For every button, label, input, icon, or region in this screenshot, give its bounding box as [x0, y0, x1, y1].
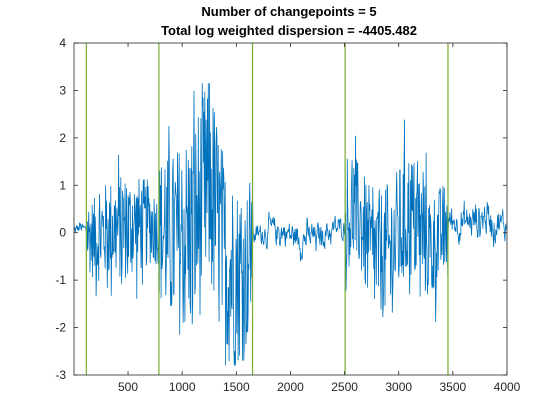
- y-tick-label-8: 4: [59, 36, 66, 50]
- x-tick-label-7: 3500: [440, 380, 467, 394]
- x-tick-label-6: 3000: [385, 380, 412, 394]
- x-tick-label-8: 4000: [494, 380, 521, 394]
- x-tick-label-5: 2500: [331, 380, 358, 394]
- chart-title-line-1: Number of changepoints = 5: [201, 4, 376, 19]
- x-tick-label-4: 2000: [277, 380, 304, 394]
- y-tick-label-2: -2: [55, 321, 66, 335]
- y-tick-label-3: -1: [55, 273, 66, 287]
- y-tick-label-5: 1: [59, 178, 66, 192]
- chart-title-line-2: Total log weighted dispersion = -4405.48…: [161, 23, 417, 38]
- y-tick-label-4: 0: [59, 226, 66, 240]
- plot-area: 500 1000 1500 2000 2500 3000 3500 4000 -3 -2 -1 0 1 2…: [55, 36, 520, 394]
- y-tick-label-6: 2: [59, 131, 66, 145]
- y-tick-label-1: -3: [55, 368, 66, 382]
- x-tick-label-3: 1500: [223, 380, 250, 394]
- y-tick-label-7: 3: [59, 83, 66, 97]
- x-tick-label-1: 500: [118, 380, 138, 394]
- signal-line: [74, 83, 507, 366]
- x-tick-label-2: 1000: [169, 380, 196, 394]
